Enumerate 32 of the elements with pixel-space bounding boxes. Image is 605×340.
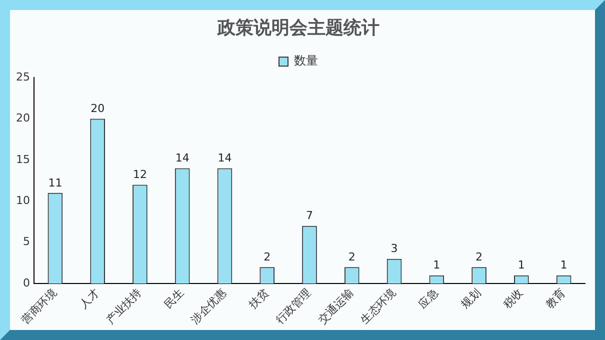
y-tick-label: 25 (16, 70, 30, 84)
x-tick-label: 生态环境 (358, 286, 398, 326)
x-tick-label: 规划 (458, 286, 484, 311)
x-tick-label: 应急 (416, 286, 441, 311)
data-label: 14 (218, 152, 232, 165)
y-tick-label: 10 (16, 194, 30, 208)
data-label: 3 (390, 242, 398, 256)
x-tick-label: 民生 (162, 286, 186, 311)
x-tick-label: 人才 (76, 286, 102, 311)
x-tick-label: 税收 (500, 286, 526, 311)
x-tick-label: 行政管理 (273, 286, 314, 326)
x-tick-label: 教育 (543, 286, 568, 311)
x-tick-label: 涉企优惠 (188, 286, 229, 326)
data-label: 1 (433, 258, 440, 272)
y-tick-label: 15 (16, 152, 30, 166)
data-label: 1 (518, 258, 525, 272)
data-label: 11 (48, 176, 62, 190)
x-tick-label: 扶贫 (246, 286, 272, 312)
data-label: 12 (132, 168, 147, 182)
data-label: 20 (90, 102, 105, 116)
y-tick-label: 5 (22, 235, 30, 248)
legend-label: 数量 (294, 54, 318, 68)
data-label: 2 (476, 250, 483, 264)
data-label: 1 (560, 258, 568, 272)
x-tick-label: 交通运输 (316, 286, 356, 326)
data-label: 2 (264, 250, 271, 264)
chart-title: 政策说明会主题统计 (216, 17, 380, 38)
data-label: 14 (175, 152, 190, 165)
data-label: 7 (306, 209, 313, 222)
data-label: 2 (348, 250, 356, 264)
x-tick-label: 产业扶持 (104, 286, 144, 326)
y-tick-label: 20 (16, 112, 30, 125)
